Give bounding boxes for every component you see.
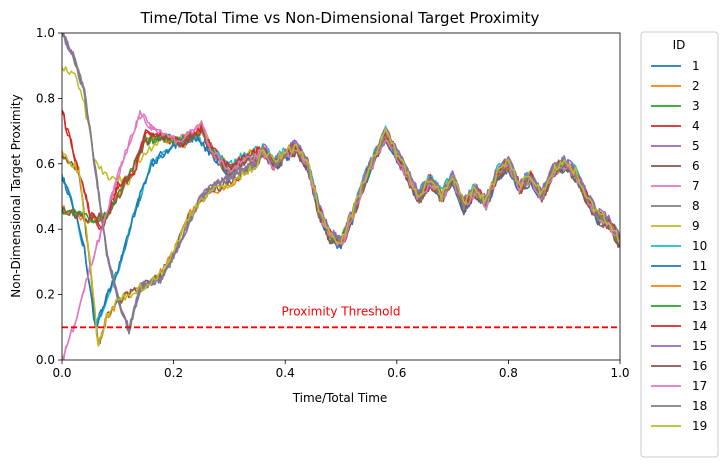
legend-label: 2: [692, 79, 700, 93]
x-tick-label: 1.0: [610, 366, 629, 380]
x-tick-label: 0.6: [387, 366, 406, 380]
legend-item-1: 1: [651, 59, 700, 73]
legend-item-7: 7: [651, 179, 700, 193]
series-line-19: [62, 127, 620, 347]
x-tick-label: 0.0: [52, 366, 71, 380]
legend-label: 13: [692, 299, 707, 313]
y-tick-label: 0.6: [36, 157, 55, 171]
legend-item-14: 14: [651, 319, 707, 333]
series-line-10: [62, 125, 620, 328]
legend-label: 7: [692, 179, 700, 193]
y-tick-label: 1.0: [36, 26, 55, 40]
x-axis-ticks: 0.0 0.2 0.4 0.6 0.8 1.0: [52, 360, 630, 380]
legend-item-2: 2: [651, 79, 700, 93]
legend-label: 18: [692, 399, 707, 413]
legend-item-19: 19: [651, 419, 707, 433]
legend-label: 10: [692, 239, 707, 253]
series-line-14: [62, 109, 620, 244]
series-line-1: [62, 132, 620, 327]
legend-label: 5: [692, 139, 700, 153]
y-tick-label: 0.4: [36, 222, 55, 236]
x-tick-label: 0.8: [499, 366, 518, 380]
threshold-label: Proximity Threshold: [282, 304, 401, 318]
chart-title: Time/Total Time vs Non-Dimensional Targe…: [140, 9, 540, 27]
legend-item-8: 8: [651, 199, 700, 213]
legend-label: 19: [692, 419, 707, 433]
legend-label: 12: [692, 279, 707, 293]
series-line-11: [62, 133, 620, 328]
y-tick-label: 0.8: [36, 91, 55, 105]
legend-label: 16: [692, 359, 707, 373]
y-tick-label: 0.0: [36, 353, 55, 367]
legend-label: 14: [692, 319, 707, 333]
series-layer: [62, 33, 620, 360]
legend-item-6: 6: [651, 159, 700, 173]
legend-item-5: 5: [651, 139, 700, 153]
y-axis-ticks: 0.0 0.2 0.4 0.6 0.8 1.0: [36, 26, 62, 367]
legend-label: 3: [692, 99, 700, 113]
x-tick-label: 0.2: [164, 366, 183, 380]
series-line-9: [62, 65, 620, 246]
legend-label: 1: [692, 59, 700, 73]
legend-item-12: 12: [651, 279, 707, 293]
legend-item-16: 16: [651, 359, 707, 373]
legend-label: 17: [692, 379, 707, 393]
legend-label: 8: [692, 199, 700, 213]
legend-item-4: 4: [651, 119, 700, 133]
series-line-7: [62, 109, 620, 360]
legend-label: 9: [692, 219, 700, 233]
legend-item-13: 13: [651, 299, 707, 313]
legend-item-9: 9: [651, 219, 700, 233]
legend-title: ID: [673, 38, 686, 52]
x-axis-label: Time/Total Time: [292, 391, 388, 405]
legend-box: [640, 31, 719, 458]
legend-label: 4: [692, 119, 700, 133]
legend-label: 6: [692, 159, 700, 173]
legend-label: 15: [692, 339, 707, 353]
legend-item-11: 11: [651, 259, 707, 273]
x-tick-label: 0.4: [276, 366, 295, 380]
legend-item-15: 15: [651, 339, 707, 353]
legend-item-3: 3: [651, 99, 700, 113]
plot-frame: [61, 32, 621, 361]
y-tick-label: 0.2: [36, 288, 55, 302]
legend-item-10: 10: [651, 239, 707, 253]
legend-label: 11: [692, 259, 707, 273]
legend-item-18: 18: [651, 399, 707, 413]
y-axis-label: Non-Dimensional Target Proximity: [9, 94, 23, 297]
legend-item-17: 17: [651, 379, 707, 393]
